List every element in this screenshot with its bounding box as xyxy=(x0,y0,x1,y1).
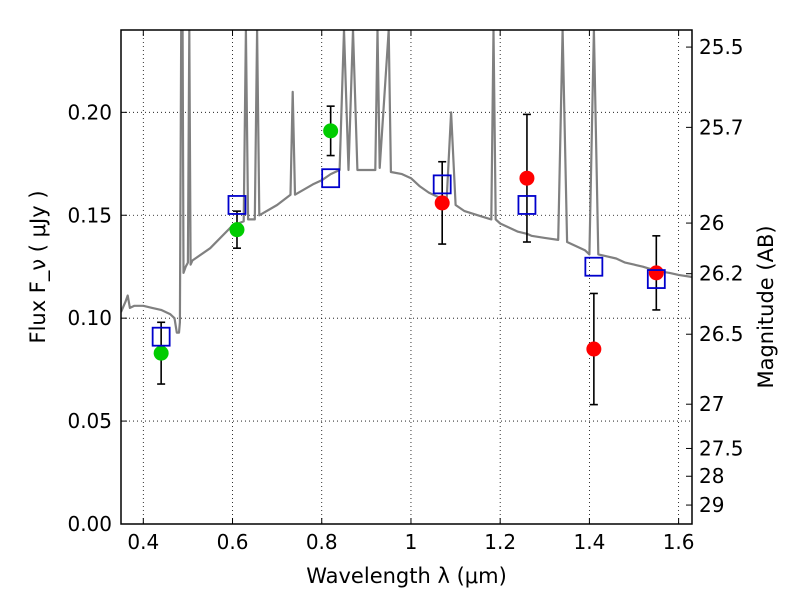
x-tick-label: 1.2 xyxy=(484,530,516,554)
model-point xyxy=(321,168,341,189)
y2-axis-label: Magnitude (AB) xyxy=(754,225,778,388)
x-tick-label: 1 xyxy=(405,530,418,554)
data-point xyxy=(586,341,602,357)
data-point xyxy=(519,170,535,186)
y2-tick-label: 26.5 xyxy=(699,322,744,346)
y2-tick-label: 25.7 xyxy=(699,115,744,139)
axis-ticks: 0.4 0.6 0.8 1 1.2 1.4 1.6 0.00 0.05 0.10 0.15 0.20 2… xyxy=(67,30,744,554)
model-point xyxy=(432,174,452,195)
x-tick-label: 1.4 xyxy=(573,530,605,554)
x-axis-label: Wavelength λ (μm) xyxy=(306,564,507,588)
grid-lines xyxy=(121,30,692,525)
y2-tick-label: 26.2 xyxy=(699,262,744,286)
y2-tick-label: 27 xyxy=(699,392,724,416)
y2-tick-label: 28 xyxy=(699,464,724,488)
plot-series xyxy=(121,30,692,406)
y-tick-label: 0.10 xyxy=(67,306,112,330)
model-point xyxy=(227,195,247,215)
x-tick-label: 0.6 xyxy=(217,530,249,554)
y-tick-label: 0.05 xyxy=(67,409,112,433)
model-point xyxy=(646,269,666,289)
data-point xyxy=(434,195,450,211)
model-spectrum-line xyxy=(121,30,692,334)
y2-tick-label: 27.5 xyxy=(699,436,744,460)
data-point xyxy=(323,123,339,139)
model-point xyxy=(517,195,537,215)
x-tick-label: 1.6 xyxy=(663,530,695,554)
y-axis-label: Flux F_ν ( μJy ) xyxy=(26,190,51,343)
model-point xyxy=(584,256,604,277)
y-tick-label: 0.00 xyxy=(67,512,112,536)
data-point xyxy=(648,265,664,281)
y2-tick-label: 25.5 xyxy=(699,35,744,59)
x-tick-label: 0.8 xyxy=(306,530,338,554)
data-point xyxy=(153,345,169,361)
y2-tick-label: 29 xyxy=(699,493,724,517)
y-tick-label: 0.15 xyxy=(67,203,112,227)
y-tick-label: 0.20 xyxy=(67,100,112,124)
y2-tick-label: 26 xyxy=(699,211,724,235)
plot-frame xyxy=(120,29,693,525)
x-tick-label: 0.4 xyxy=(127,530,159,554)
data-point xyxy=(229,222,245,238)
model-point xyxy=(151,326,171,347)
